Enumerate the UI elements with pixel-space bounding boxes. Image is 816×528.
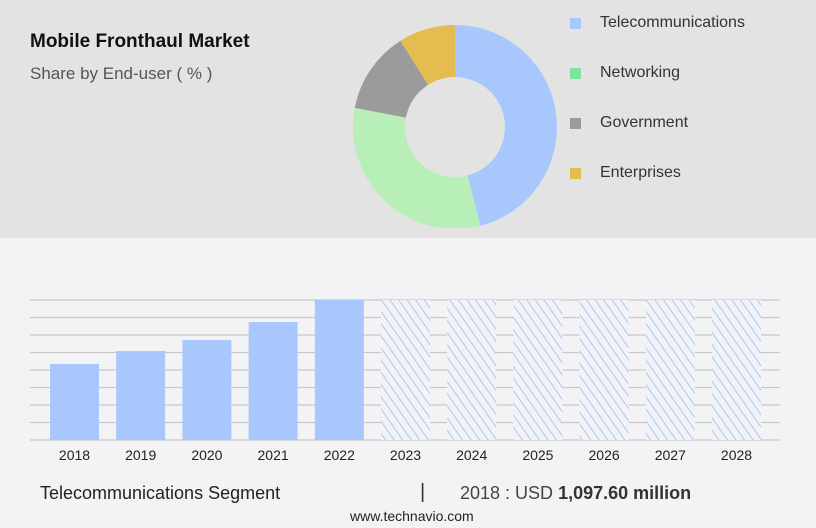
x-tick-2024: 2024	[456, 447, 487, 463]
slice-government	[354, 40, 429, 118]
x-tick-2023: 2023	[390, 447, 421, 463]
website-link[interactable]: www.technavio.com	[350, 508, 474, 524]
x-tick-2019: 2019	[125, 447, 156, 463]
forecast-bar-2027	[645, 300, 695, 440]
bar-2020	[182, 340, 232, 440]
year-label: 2018 : USD	[460, 483, 554, 503]
bar-2018	[50, 364, 99, 440]
x-tick-2027: 2027	[655, 447, 686, 463]
bar-2019	[116, 351, 166, 440]
x-tick-2021: 2021	[258, 447, 289, 463]
x-tick-2018: 2018	[59, 447, 90, 463]
bar-2022	[314, 300, 364, 440]
value-label: 1,097.60 million	[558, 483, 692, 503]
chart-title: Mobile Fronthaul Market	[30, 31, 250, 52]
slice-enterprises	[400, 25, 455, 85]
x-tick-2026: 2026	[589, 447, 620, 463]
forecast-bar-2024	[447, 300, 497, 440]
legend-label: Government	[600, 114, 689, 131]
legend-item-enterprises: Enterprises	[570, 164, 681, 182]
separator: |	[420, 481, 426, 503]
x-tick-2022: 2022	[324, 447, 355, 463]
legend-item-networking: Networking	[570, 64, 680, 82]
bar-chart: 2018 2019 2020 2021 2022 2023 2024 2025 2026 2027…	[30, 299, 780, 463]
forecast-bar-2026	[579, 300, 629, 440]
x-tick-2020: 2020	[191, 447, 222, 463]
bar-2021	[248, 322, 298, 440]
chart-subtitle: Share by End-user ( % )	[30, 64, 213, 83]
legend-swatch	[570, 67, 581, 79]
segment-label: Telecommunications Segment	[40, 483, 281, 503]
slice-telecommunications	[455, 25, 557, 226]
x-tick-2028: 2028	[721, 447, 752, 463]
legend-swatch	[570, 167, 581, 179]
legend-swatch	[570, 117, 581, 129]
forecast-bar-2023	[381, 300, 430, 440]
forecast-bar-2025	[513, 300, 563, 440]
legend-item-telecommunications: Telecommunications	[570, 14, 745, 32]
donut-chart	[353, 25, 557, 228]
legend-label: Enterprises	[600, 164, 681, 181]
forecast-bar-2028	[712, 300, 761, 440]
legend-swatch	[570, 17, 581, 29]
slice-networking	[353, 107, 481, 228]
legend-label: Networking	[600, 64, 681, 81]
legend-label: Telecommunications	[600, 14, 745, 31]
segment-value: 2018 : USD 1,097.60 million	[460, 483, 691, 504]
legend-item-government: Government	[570, 114, 688, 132]
x-tick-2025: 2025	[522, 447, 553, 463]
